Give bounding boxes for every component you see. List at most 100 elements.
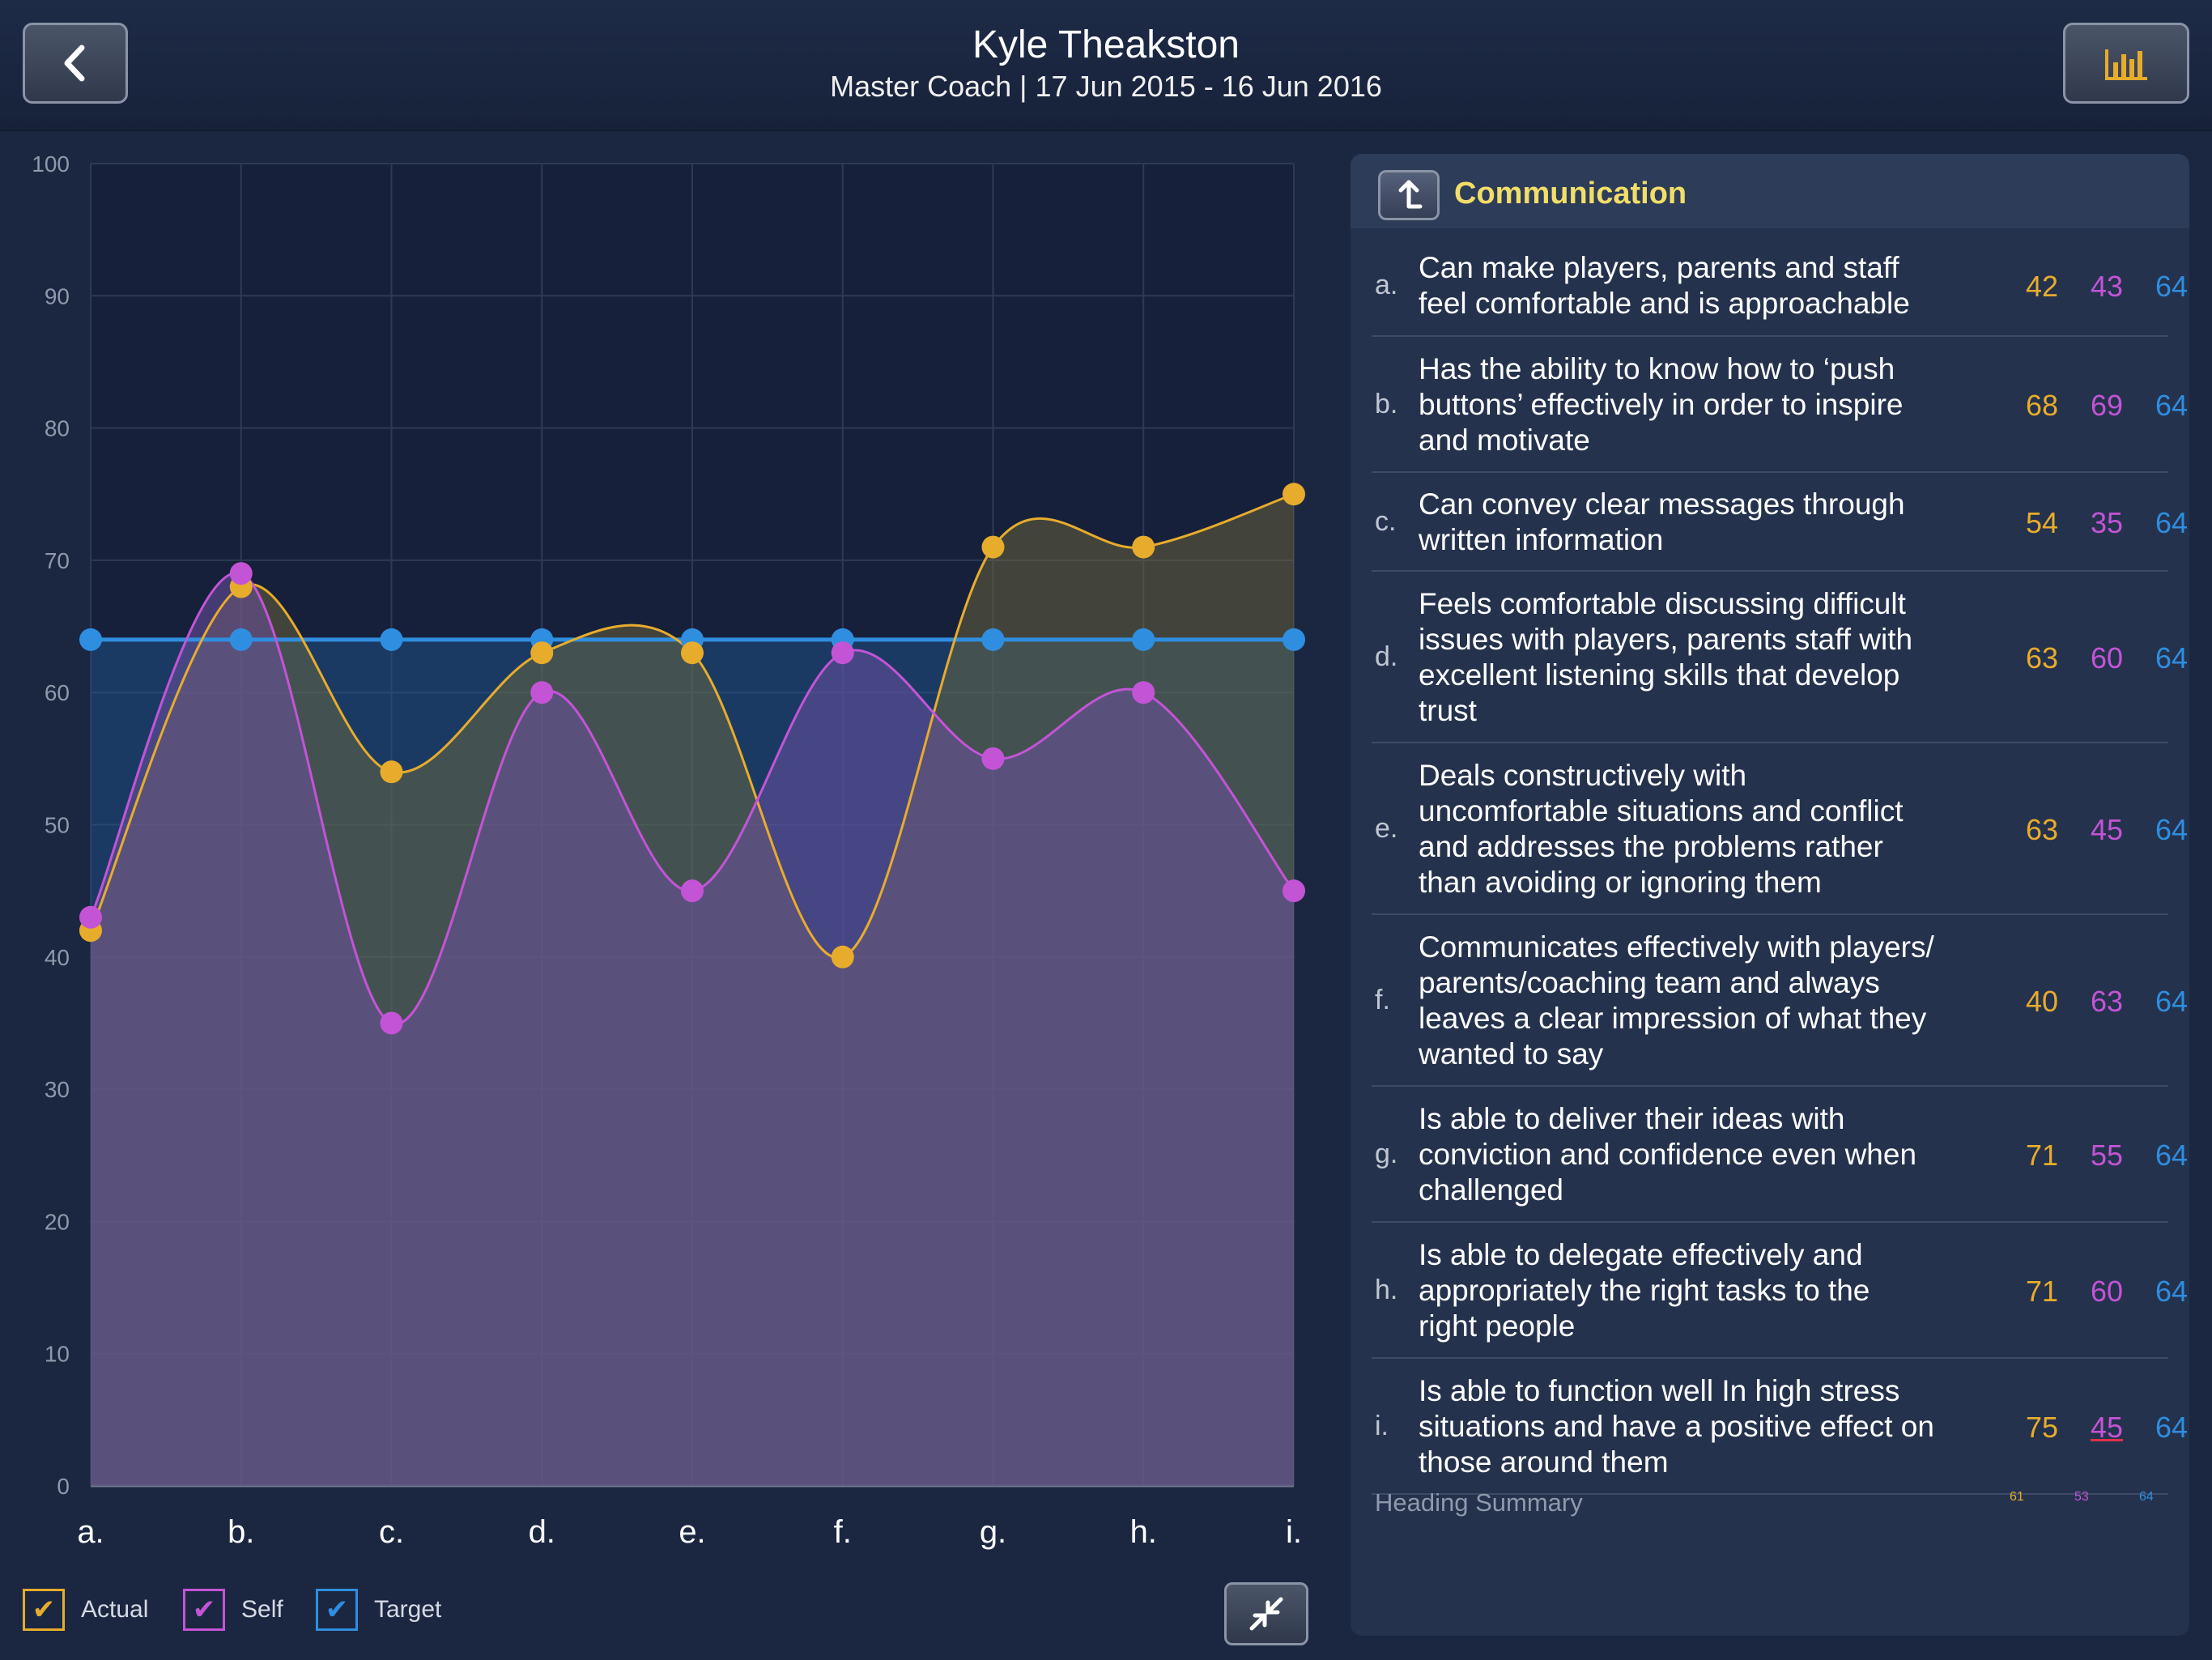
- row-description-line: Communicates effectively with players/: [1419, 930, 1934, 964]
- data-point-target: [229, 628, 253, 651]
- summary-label: Heading Summary: [1375, 1488, 1583, 1517]
- row-description-line: Has the ability to know how to ‘push: [1419, 352, 1895, 385]
- criteria-row[interactable]: a. Can make players, parents and staff fee…: [1372, 235, 2188, 337]
- row-description-line: Is able to delegate effectively and: [1419, 1238, 1863, 1271]
- row-actual-value: 54: [2025, 506, 2058, 539]
- page-subtitle: Master Coach | 17 Jun 2015 - 16 Jun 2016: [830, 70, 1382, 103]
- row-description: Is able to function well In high stress s…: [1419, 1373, 1985, 1480]
- row-letter: b.: [1375, 389, 1398, 419]
- row-description-line: parents/coaching team and always: [1419, 966, 1880, 999]
- data-point-self: [681, 879, 704, 903]
- y-tick-label: 40: [45, 945, 70, 970]
- legend-actual[interactable]: ✔ Actual: [23, 1589, 148, 1631]
- row-actual-value: 71: [2025, 1275, 2058, 1308]
- legend-label-target: Target: [374, 1596, 442, 1623]
- row-description-line: appropriately the right tasks to the: [1419, 1274, 1870, 1307]
- criteria-row[interactable]: f. Communicates effectively with players/…: [1372, 915, 2188, 1087]
- row-self-value: 45: [2090, 813, 2123, 846]
- chevron-left-icon: [64, 45, 85, 82]
- data-point-self: [79, 905, 102, 929]
- x-tick-label: d.: [529, 1514, 555, 1550]
- row-description-line: trust: [1419, 694, 1477, 727]
- line-chart: 0 10 20 30 40 50 60 70 80 90 100 a. b. c. d. e. f. g. h. i.: [32, 151, 1305, 1550]
- row-description: Has the ability to know how to ‘push butt…: [1419, 351, 1985, 458]
- y-tick-label: 100: [32, 151, 70, 177]
- checkbox-self[interactable]: ✔: [183, 1589, 225, 1631]
- criteria-row[interactable]: h. Is able to delegate effectively and app…: [1372, 1223, 2188, 1359]
- x-tick-label: c.: [379, 1514, 404, 1550]
- criteria-row[interactable]: g. Is able to deliver their ideas with con…: [1372, 1087, 2188, 1223]
- row-description-line: Feels comfortable discussing difficult: [1419, 587, 1906, 620]
- heading-summary: Heading Summary 61 53 64: [1372, 1482, 2168, 1547]
- data-point-target: [1132, 628, 1155, 651]
- header-bar: Kyle Theakston Master Coach | 17 Jun 201…: [0, 0, 2212, 131]
- data-point-self: [1132, 681, 1155, 704]
- row-description-line: those around them: [1419, 1445, 1669, 1479]
- y-tick-label: 60: [45, 680, 70, 705]
- row-description-line: and motivate: [1419, 424, 1590, 457]
- row-description-line: Is able to function well In high stress: [1419, 1374, 1900, 1407]
- row-letter: g.: [1375, 1139, 1398, 1169]
- chart-view-button[interactable]: [2063, 23, 2189, 104]
- row-target-value: 64: [2155, 270, 2188, 303]
- row-target-value: 64: [2155, 506, 2188, 539]
- summary-self: 53: [2074, 1490, 2089, 1504]
- criteria-row[interactable]: c. Can convey clear messages through writt…: [1372, 473, 2188, 572]
- panel-header: Communication: [1351, 154, 2189, 228]
- row-letter: f.: [1375, 985, 1390, 1015]
- checkbox-target[interactable]: ✔: [316, 1589, 358, 1631]
- row-self-value: 60: [2090, 641, 2123, 675]
- x-tick-label: b.: [228, 1514, 254, 1550]
- row-description: Can make players, parents and staff feel …: [1419, 250, 1985, 321]
- panel-title: Communication: [1454, 177, 1687, 211]
- row-self-value: 69: [2090, 389, 2123, 422]
- x-tick-label: f.: [834, 1514, 852, 1550]
- criteria-row[interactable]: d. Feels comfortable discussing difficult…: [1372, 572, 2188, 743]
- chart-area: 0 10 20 30 40 50 60 70 80 90 100 a. b. c. d. e. f. g. h. i.: [0, 138, 1328, 1660]
- row-self-value: 45: [2090, 1411, 2123, 1444]
- y-tick-label: 30: [45, 1077, 70, 1102]
- row-letter: i.: [1375, 1411, 1389, 1441]
- x-tick-label: g.: [980, 1514, 1006, 1550]
- y-tick-label: 50: [45, 813, 70, 838]
- data-point-actual: [681, 641, 704, 665]
- details-panel: Communication a. Can make players, parent…: [1351, 154, 2189, 1636]
- summary-actual: 61: [2010, 1490, 2024, 1504]
- y-tick-label: 80: [45, 416, 70, 441]
- row-target-value: 64: [2155, 1275, 2188, 1308]
- row-description-line: Is able to deliver their ideas with: [1419, 1102, 1845, 1135]
- legend-target[interactable]: ✔ Target: [316, 1589, 441, 1631]
- row-target-value: 64: [2155, 1139, 2188, 1172]
- row-description: Can convey clear messages through written…: [1419, 487, 1985, 558]
- up-level-button[interactable]: [1378, 170, 1440, 220]
- row-description: Deals constructively with uncomfortable s…: [1419, 758, 1985, 900]
- row-description-line: buttons’ effectively in order to inspire: [1419, 388, 1904, 421]
- data-point-self: [229, 562, 253, 585]
- row-self-value: 60: [2090, 1275, 2123, 1308]
- criteria-row[interactable]: b. Has the ability to know how to ‘push bu…: [1372, 337, 2188, 473]
- back-button[interactable]: [23, 23, 128, 104]
- row-description-line: Deals constructively with: [1419, 759, 1747, 792]
- row-description-line: leaves a clear impression of what they: [1419, 1002, 1927, 1035]
- data-point-self: [530, 681, 554, 704]
- legend-self[interactable]: ✔ Self: [183, 1589, 283, 1631]
- arrow-up-icon: [1398, 180, 1423, 209]
- row-actual-value: 42: [2025, 270, 2058, 303]
- row-target-value: 64: [2155, 1411, 2188, 1444]
- row-target-value: 64: [2155, 985, 2188, 1018]
- row-description: Feels comfortable discussing difficult is…: [1419, 586, 1985, 729]
- checkbox-actual[interactable]: ✔: [23, 1589, 65, 1631]
- y-tick-label: 90: [45, 283, 70, 309]
- row-description-line: feel comfortable and is approachable: [1419, 287, 1910, 320]
- row-actual-value: 75: [2025, 1411, 2058, 1444]
- row-description-line: excellent listening skills that develop: [1419, 658, 1900, 692]
- criteria-row[interactable]: e. Deals constructively with uncomfortable…: [1372, 743, 2188, 915]
- data-point-actual: [1283, 483, 1305, 506]
- data-point-actual: [831, 945, 854, 968]
- page-title: Kyle Theakston: [972, 23, 1240, 66]
- row-description-line: right people: [1419, 1309, 1576, 1343]
- row-self-value: 35: [2090, 506, 2123, 539]
- collapse-button[interactable]: [1224, 1582, 1308, 1645]
- series-line-self: [89, 572, 1295, 1025]
- criteria-row[interactable]: i. Is able to function well In high stres…: [1372, 1359, 2188, 1495]
